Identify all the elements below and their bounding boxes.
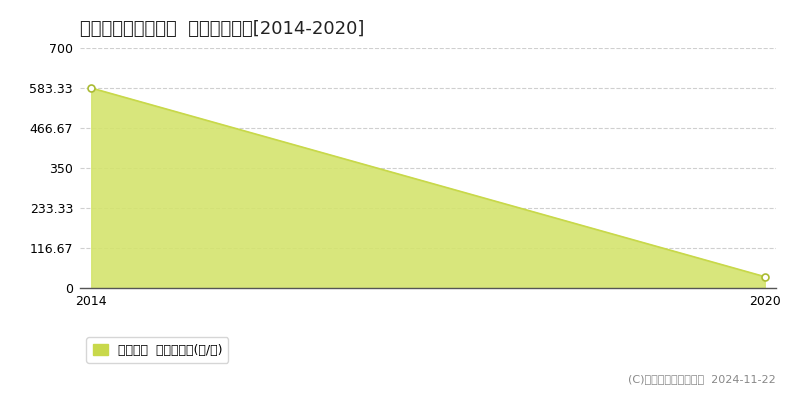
Legend: 林地価格  平均坪単価(円/坪): 林地価格 平均坪単価(円/坪) (86, 338, 228, 363)
Text: 東蒲原郡阿賀町行地  林地価格推移[2014-2020]: 東蒲原郡阿賀町行地 林地価格推移[2014-2020] (80, 20, 364, 38)
Text: (C)土地価格ドットコム  2024-11-22: (C)土地価格ドットコム 2024-11-22 (628, 374, 776, 384)
